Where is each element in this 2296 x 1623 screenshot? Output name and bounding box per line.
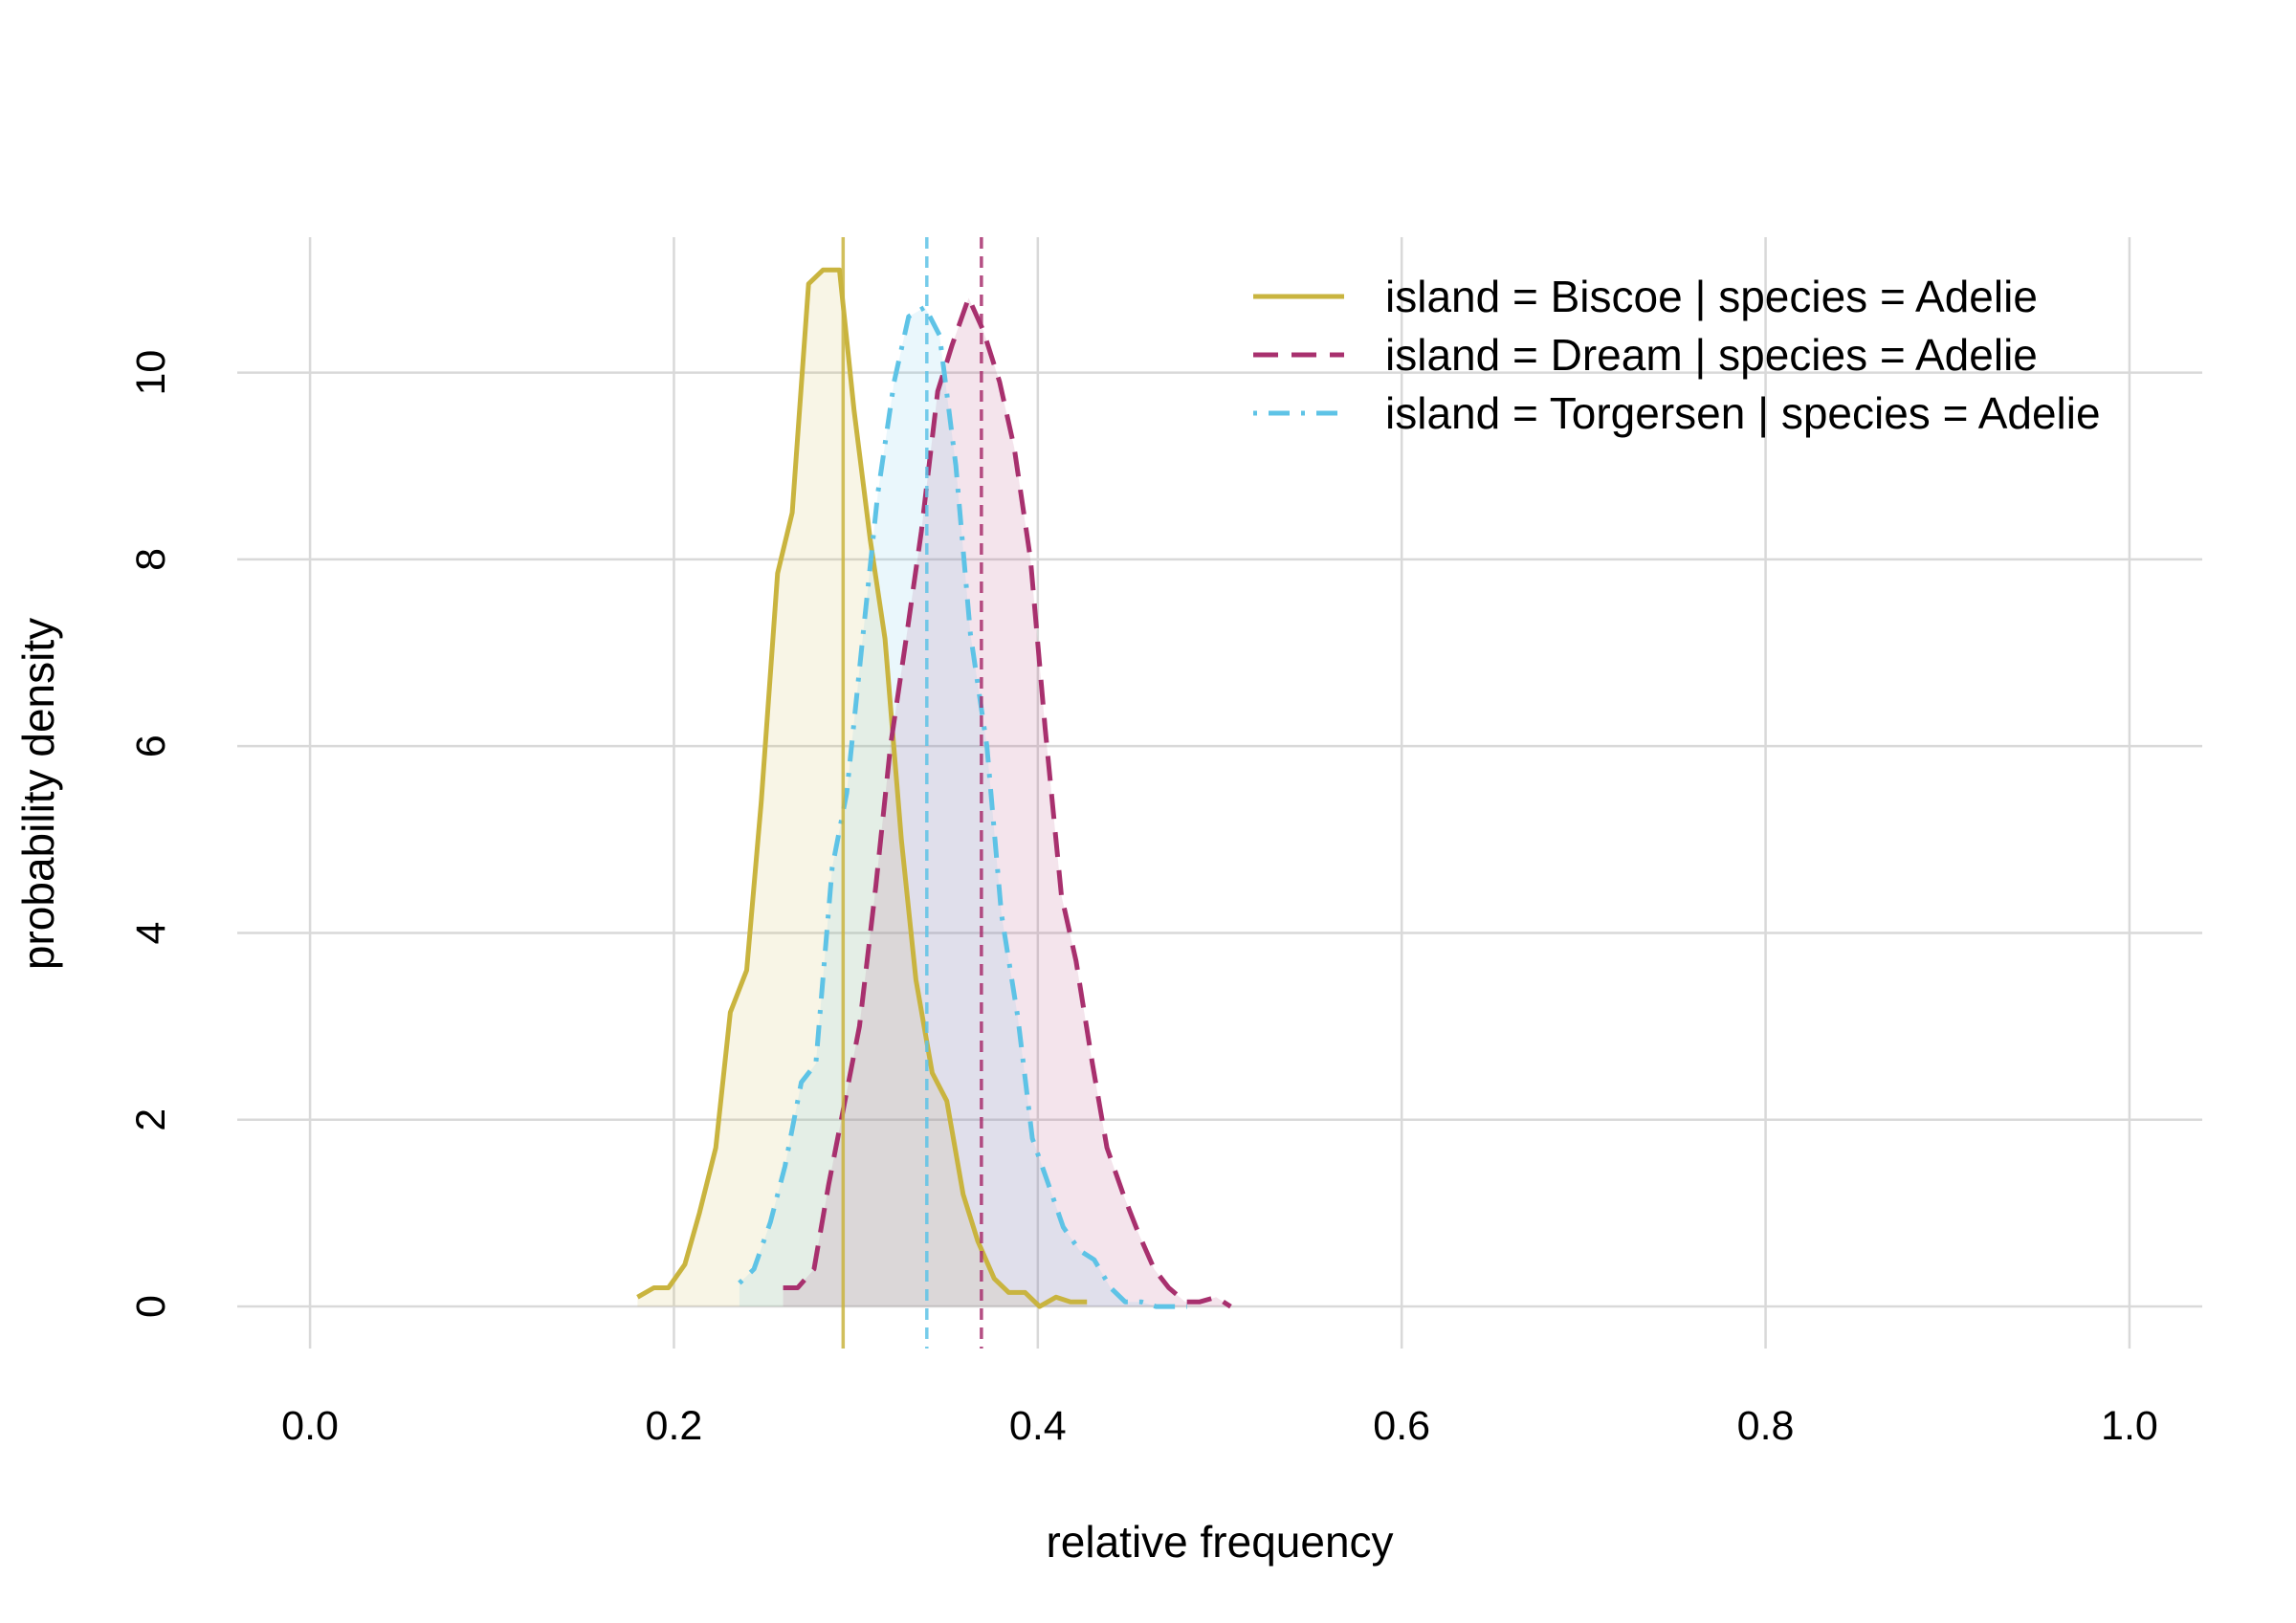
y-tick-label: 4 (128, 922, 174, 945)
x-tick-label: 0.0 (281, 1403, 339, 1449)
y-tick-label: 0 (128, 1295, 174, 1318)
density-fills (637, 270, 1231, 1307)
x-tick-label: 0.4 (1009, 1403, 1067, 1449)
legend: island = Biscoe | species = Adelie island… (1253, 272, 2101, 438)
y-tick-label: 6 (128, 735, 174, 757)
mean-lines (841, 237, 983, 1349)
density-fill-series-3 (739, 307, 1187, 1307)
density-line-series-1 (636, 267, 1088, 1309)
density-lines (636, 267, 1232, 1309)
x-axis-title: relative frequency (1046, 1517, 1393, 1567)
density-fill-series-1 (637, 270, 1088, 1307)
legend-label-series-1: island = Biscoe | species = Adelie (1385, 272, 2038, 321)
density-fill-series-2 (783, 297, 1231, 1307)
legend-label-series-3: island = Torgersen | species = Adelie (1385, 388, 2101, 438)
y-tick-label: 8 (128, 548, 174, 571)
x-tick-label: 0.2 (646, 1403, 703, 1449)
x-tick-label: 1.0 (2101, 1403, 2158, 1449)
legend-label-series-2: island = Dream | species = Adelie (1385, 330, 2038, 380)
y-tick-labels: 0 2 4 6 8 10 (128, 350, 174, 1318)
y-tick-label: 2 (128, 1108, 174, 1131)
y-axis-title: probability density (13, 618, 63, 970)
grid (237, 237, 2202, 1349)
y-tick-label: 10 (128, 350, 174, 396)
x-tick-label: 0.6 (1373, 1403, 1430, 1449)
density-line-series-2 (783, 296, 1232, 1309)
density-line-series-3 (738, 304, 1187, 1309)
x-tick-label: 0.8 (1737, 1403, 1795, 1449)
x-tick-labels: 0.0 0.2 0.4 0.6 0.8 1.0 (281, 1403, 2158, 1449)
